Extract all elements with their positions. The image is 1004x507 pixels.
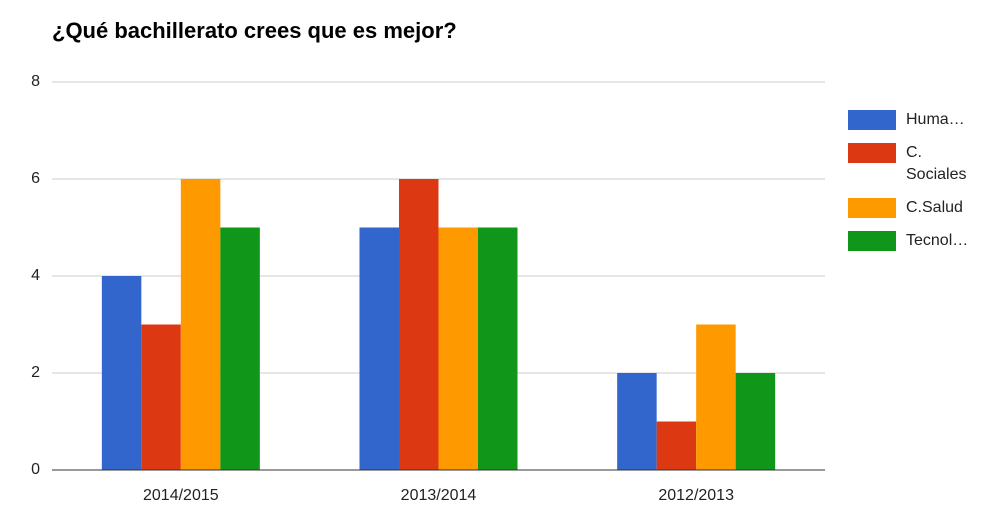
y-tick-label: 6 xyxy=(31,170,40,187)
bar xyxy=(359,227,399,470)
bar xyxy=(696,324,736,470)
bar xyxy=(141,324,181,470)
bar xyxy=(220,227,260,470)
legend-swatch xyxy=(848,110,896,130)
y-tick-label: 2 xyxy=(31,364,40,381)
legend-label: C. Sociales xyxy=(906,144,967,183)
bar xyxy=(399,179,439,470)
legend-label: Huma… xyxy=(906,111,965,128)
x-tick-label: 2014/2015 xyxy=(143,487,219,504)
legend-label: Tecnol… xyxy=(906,232,969,249)
legend-swatch xyxy=(848,143,896,163)
bar xyxy=(180,179,221,470)
x-tick-label: 2013/2014 xyxy=(401,487,477,504)
y-tick-label: 8 xyxy=(31,73,40,90)
bar xyxy=(438,227,478,470)
legend-item: Tecnol… xyxy=(848,231,998,252)
legend-swatch xyxy=(848,198,896,218)
legend-swatch xyxy=(848,231,896,251)
legend: Huma… C. Sociales C.Salud Tecnol… xyxy=(848,110,998,264)
legend-label: C.Salud xyxy=(906,199,963,216)
bar xyxy=(617,373,657,470)
bar xyxy=(478,227,518,470)
y-tick-label: 0 xyxy=(31,461,40,478)
bar xyxy=(735,373,776,470)
y-tick-label: 4 xyxy=(31,267,40,284)
x-tick-label: 2012/2013 xyxy=(658,487,734,504)
legend-item: C. Sociales xyxy=(848,143,998,186)
legend-item: Huma… xyxy=(848,110,998,131)
bar xyxy=(101,276,142,470)
legend-item: C.Salud xyxy=(848,198,998,219)
chart-title: ¿Qué bachillerato crees que es mejor? xyxy=(52,18,457,43)
bar xyxy=(656,421,697,470)
